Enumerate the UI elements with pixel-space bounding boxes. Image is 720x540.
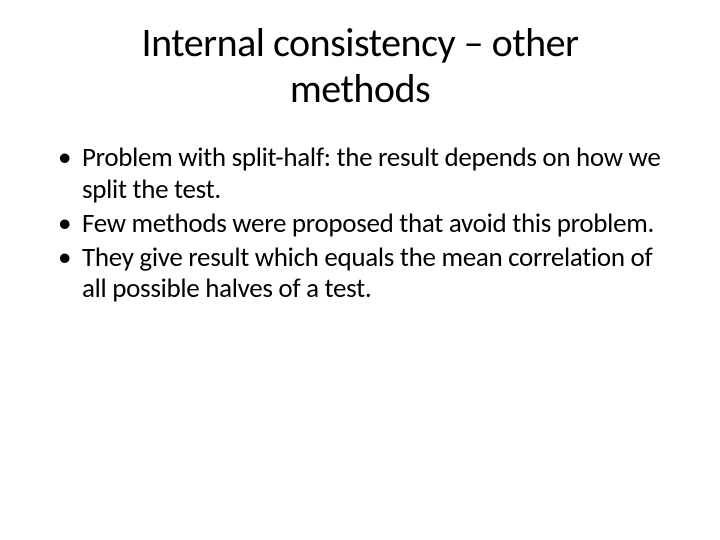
slide-content: Problem with split-half: the result depe… <box>48 142 672 305</box>
slide-container: Internal consistency – other methods Pro… <box>0 0 720 540</box>
bullet-list: Problem with split-half: the result depe… <box>56 142 672 305</box>
bullet-item: Few methods were proposed that avoid thi… <box>56 208 672 240</box>
bullet-item: Problem with split-half: the result depe… <box>56 142 672 206</box>
bullet-item: They give result which equals the mean c… <box>56 242 672 306</box>
slide-title: Internal consistency – other methods <box>48 20 672 112</box>
